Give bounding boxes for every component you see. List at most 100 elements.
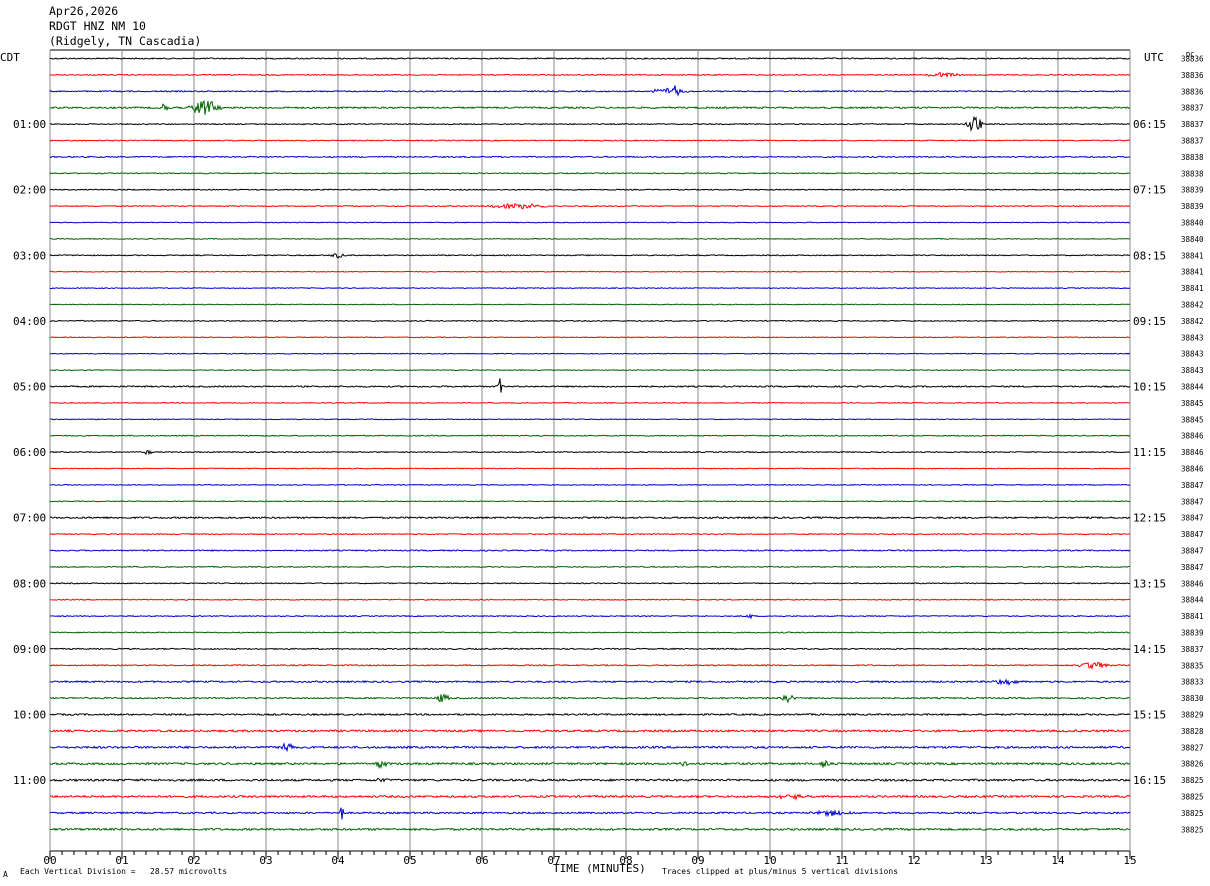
trace-row (49, 500, 1131, 503)
trace-row (49, 549, 1131, 552)
right-hour-label: 09:15 (1133, 315, 1166, 328)
dc-offset-label: 38841 (1181, 612, 1204, 621)
dc-offset-label: 38843 (1181, 366, 1204, 375)
dc-offset-label: 38837 (1181, 104, 1204, 113)
x-tick-label: 00 (43, 854, 56, 867)
dc-offset-label: 38842 (1181, 317, 1204, 326)
right-timezone-label: UTC (1144, 51, 1164, 64)
dc-offset-label: 38836 (1181, 87, 1204, 96)
dc-offset-label: 38827 (1181, 743, 1204, 752)
trace-row (49, 712, 1131, 717)
right-hour-label: 14:15 (1133, 643, 1166, 656)
trace-row (49, 483, 1131, 486)
x-tick-label: 03 (259, 854, 272, 867)
dc-offset-label: 38833 (1181, 678, 1204, 687)
dc-offset-label: 38847 (1181, 547, 1204, 556)
dc-offset-label: 38846 (1181, 579, 1204, 588)
trace-row (49, 319, 1131, 323)
trace-row (49, 741, 1131, 753)
trace-row (49, 336, 1131, 339)
header-date: Apr26,2026 (49, 4, 119, 18)
dc-offset-label: 38840 (1181, 219, 1204, 228)
trace-row (49, 202, 1131, 210)
dc-offset-label: 38826 (1181, 760, 1204, 769)
trace-row (49, 418, 1131, 421)
x-tick-label: 09 (691, 854, 704, 867)
dc-offset-label: 38837 (1181, 120, 1204, 129)
dc-offset-label: 38845 (1181, 415, 1204, 424)
dc-offset-label: 38843 (1181, 350, 1204, 359)
dc-offset-label: 38838 (1181, 153, 1204, 162)
trace-row (49, 631, 1131, 634)
dc-offset-label: 38837 (1181, 645, 1204, 654)
trace-row (49, 647, 1131, 651)
dc-offset-label: 38841 (1181, 251, 1204, 260)
trace-row (49, 728, 1131, 733)
x-tick-label: 12 (907, 854, 920, 867)
trace-row (49, 661, 1131, 671)
x-tick-label: 02 (187, 854, 200, 867)
left-hour-label: 06:00 (13, 446, 46, 459)
right-hour-label: 11:15 (1133, 446, 1166, 459)
right-hour-label: 15:15 (1133, 709, 1166, 722)
left-timezone-label: CDT (0, 51, 20, 64)
dc-offset-label: 38841 (1181, 284, 1204, 293)
trace-row (49, 532, 1131, 536)
dc-offset-label: 38846 (1181, 448, 1204, 457)
trace-row (49, 759, 1131, 770)
trace-row (49, 401, 1131, 404)
dc-offset-label: 38836 (1181, 71, 1204, 80)
dc-offset-label: 38839 (1181, 629, 1204, 638)
trace-row (49, 115, 1131, 132)
dc-offset-label: 38839 (1181, 202, 1204, 211)
left-hour-label: 04:00 (13, 315, 46, 328)
trace-row (49, 827, 1131, 832)
left-hour-label: 05:00 (13, 381, 46, 394)
right-hour-label: 12:15 (1133, 512, 1166, 525)
footer-marker: A (3, 870, 8, 879)
x-tick-label: 15 (1123, 854, 1136, 867)
dc-offset-label: 38843 (1181, 333, 1204, 342)
trace-row (49, 155, 1131, 159)
trace-row (49, 85, 1131, 97)
trace-row (49, 793, 1131, 801)
x-tick-label: 11 (835, 854, 848, 867)
header-location: (Ridgely, TN Cascadia) (49, 34, 202, 48)
trace-row (49, 467, 1131, 470)
dc-column-label: DC (1186, 51, 1194, 59)
dc-offset-label: 38847 (1181, 497, 1204, 506)
left-hour-label: 08:00 (13, 577, 46, 590)
x-tick-label: 01 (115, 854, 128, 867)
trace-row (49, 598, 1131, 601)
trace-row (49, 287, 1131, 290)
right-hour-label: 07:15 (1133, 184, 1166, 197)
dc-offset-label: 38838 (1181, 169, 1204, 178)
dc-offset-label: 38829 (1181, 711, 1204, 720)
dc-offset-label: 38841 (1181, 268, 1204, 277)
left-hour-label: 02:00 (13, 184, 46, 197)
footer-clip-note: Traces clipped at plus/minus 5 vertical … (662, 867, 899, 876)
right-hour-label: 13:15 (1133, 577, 1166, 590)
trace-row (49, 188, 1131, 191)
dc-offset-label: 38828 (1181, 727, 1204, 736)
right-hour-label: 16:15 (1133, 774, 1166, 787)
left-hour-label: 07:00 (13, 512, 46, 525)
plot-header: Apr26,2026 RDGT HNZ NM 10 (Ridgely, TN C… (49, 4, 201, 49)
x-tick-label: 10 (763, 854, 776, 867)
trace-row (49, 565, 1131, 569)
dc-offset-label: 38844 (1181, 596, 1204, 605)
left-hour-label: 11:00 (13, 774, 46, 787)
left-hour-label: 10:00 (13, 709, 46, 722)
trace-row (49, 434, 1131, 437)
x-axis-title: TIME (MINUTES) (553, 862, 646, 875)
dc-offset-label: 38847 (1181, 481, 1204, 490)
x-tick-label: 08 (619, 854, 632, 867)
dc-offset-label: 38847 (1181, 514, 1204, 523)
trace-row (49, 582, 1131, 585)
dc-offset-label: 38825 (1181, 776, 1204, 785)
dc-offset-label: 38825 (1181, 825, 1204, 834)
trace-row (49, 99, 1131, 115)
trace-row (49, 369, 1131, 372)
trace-row (49, 613, 1131, 620)
